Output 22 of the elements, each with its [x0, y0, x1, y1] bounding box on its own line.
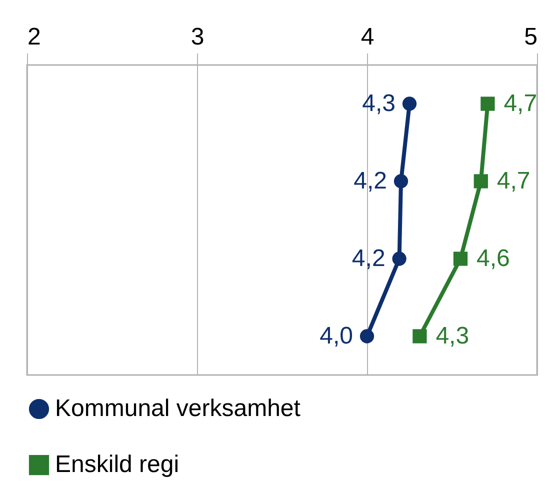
point: [402, 96, 417, 111]
point: [360, 329, 374, 344]
data-label: 4,2: [352, 244, 386, 272]
data-label: 4,7: [496, 167, 530, 194]
data-label: 4,2: [354, 167, 387, 194]
x-tick-label: 4: [360, 24, 374, 50]
x-tick-label: 3: [190, 24, 204, 50]
point: [480, 96, 495, 111]
data-label: 4,0: [320, 322, 353, 350]
legend-label: Enskild regi: [55, 451, 180, 478]
data-label: 4,6: [476, 244, 510, 272]
point: [392, 252, 406, 266]
legend-label: Kommunal verksamhet: [55, 395, 301, 422]
x-tick-label: 2: [28, 24, 41, 50]
point: [412, 329, 427, 344]
point: [453, 252, 468, 266]
data-label: 4,3: [362, 90, 396, 117]
data-label: 4,7: [504, 90, 538, 117]
data-label: 4,3: [436, 322, 470, 350]
point: [394, 174, 408, 188]
x-tick-label: 5: [524, 24, 538, 50]
point: [474, 174, 488, 188]
